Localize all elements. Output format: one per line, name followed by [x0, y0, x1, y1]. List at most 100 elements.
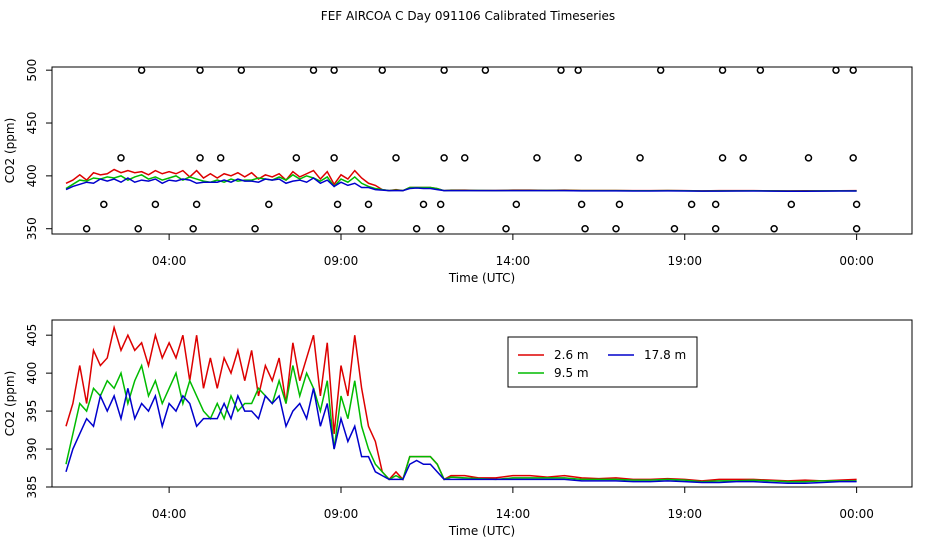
scatter-point [852, 224, 861, 233]
scatter-point [718, 66, 727, 74]
scatter-point [849, 66, 857, 74]
scatter-point [636, 154, 644, 162]
scatter-point [436, 224, 445, 233]
y-axis-label: CO2 (ppm) [3, 118, 17, 184]
y-tick-label: 450 [25, 112, 39, 135]
x-tick-label: 09:00 [324, 254, 359, 268]
x-tick-label: 04:00 [152, 507, 187, 521]
scatter-point [357, 224, 366, 233]
x-tick-label: 14:00 [496, 254, 531, 268]
scatter-point [330, 66, 338, 74]
x-tick-label: 19:00 [667, 507, 702, 521]
scatter-point [419, 200, 428, 209]
scatter-point [615, 200, 624, 209]
scatter-point [756, 66, 765, 74]
scatter-point [134, 224, 142, 233]
x-axis-label: Time (UTC) [448, 271, 515, 285]
scatter-point [216, 154, 225, 162]
plot-frame [51, 319, 913, 488]
legend-label: 2.6 m [554, 348, 589, 362]
scatter-point [804, 154, 813, 162]
scatter-point [189, 224, 197, 233]
scatter-point [612, 224, 620, 233]
scatter-point [82, 224, 91, 233]
scatter-point [436, 200, 445, 209]
series-line-178m [65, 388, 857, 484]
x-tick-label: 00:00 [839, 507, 874, 521]
scatter-point [577, 200, 586, 209]
plot-frame [51, 66, 913, 235]
y-tick-label: 350 [25, 217, 39, 240]
y-tick-label: 500 [25, 59, 39, 82]
scatter-point [333, 200, 342, 209]
y-tick-label: 385 [25, 476, 39, 499]
series-line-26m [65, 168, 857, 192]
scatter-point [100, 200, 108, 209]
scatter-point [557, 66, 565, 74]
scatter-point [481, 66, 490, 74]
scatter-point [237, 66, 246, 74]
y-axis-label: CO2 (ppm) [3, 371, 17, 437]
x-tick-label: 09:00 [324, 507, 359, 521]
legend-label: 17.8 m [644, 348, 686, 362]
scatter-point [333, 224, 342, 233]
scatter-point [440, 66, 448, 74]
scatter-point [265, 200, 273, 209]
scatter-point [330, 154, 338, 162]
scatter-point [574, 66, 582, 74]
y-tick-label: 395 [25, 400, 39, 423]
scatter-point [378, 66, 386, 74]
x-tick-label: 14:00 [496, 507, 531, 521]
scatter-point [502, 224, 510, 233]
scatter-point [849, 154, 857, 162]
y-tick-label: 405 [25, 324, 39, 347]
scatter-point [656, 66, 665, 74]
legend-label: 9.5 m [554, 366, 589, 380]
x-tick-label: 00:00 [839, 254, 874, 268]
scatter-point [770, 224, 778, 233]
scatter-point [512, 200, 521, 209]
scatter-point [574, 154, 582, 162]
bottom-panel: 04:00 09:00 14:00 19:00 00:00 385 390 395 400 405… [3, 319, 913, 538]
scatter-point [787, 200, 796, 209]
scatter-point [718, 154, 727, 162]
x-tick-label: 19:00 [667, 254, 702, 268]
scatter-point [251, 224, 259, 233]
y-tick-label: 400 [25, 164, 39, 187]
scatter-point [440, 154, 448, 162]
scatter-point [711, 200, 720, 209]
scatter-point [309, 66, 318, 74]
scatter-point [581, 224, 589, 233]
series-line-178m [65, 177, 857, 192]
scatter-point [533, 154, 541, 162]
y-tick-label: 390 [25, 438, 39, 461]
legend: 2.6 m 9.5 m 17.8 m [507, 336, 698, 388]
scatter-point [392, 154, 400, 162]
scatter-point [711, 224, 720, 233]
scatter-point [364, 200, 373, 209]
scatter-point [832, 66, 840, 74]
scatter-point [196, 66, 204, 74]
scatter-point [137, 66, 146, 74]
scatter-point [292, 154, 301, 162]
series-line-95m [65, 173, 857, 192]
top-panel: 04:00 09:00 14:00 19:00 00:00 350 400 450 500 Tim… [3, 59, 913, 285]
scatter-point [412, 224, 421, 233]
scatter-point [196, 154, 204, 162]
scatter-point [151, 200, 160, 209]
scatter-point [117, 154, 125, 162]
series-line-95m [65, 363, 857, 483]
series-line-26m [65, 324, 857, 482]
scatter-point [670, 224, 679, 233]
scatter-point [852, 200, 861, 209]
chart-title: FEF AIRCOA C Day 091106 Calibrated Times… [320, 9, 616, 23]
x-tick-label: 04:00 [152, 254, 187, 268]
scatter-point [739, 154, 747, 162]
y-tick-label: 400 [25, 362, 39, 385]
scatter-point [687, 200, 696, 209]
scatter-point [461, 154, 469, 162]
legend-box [507, 336, 698, 388]
x-axis-label: Time (UTC) [448, 524, 515, 538]
scatter-point [192, 200, 201, 209]
